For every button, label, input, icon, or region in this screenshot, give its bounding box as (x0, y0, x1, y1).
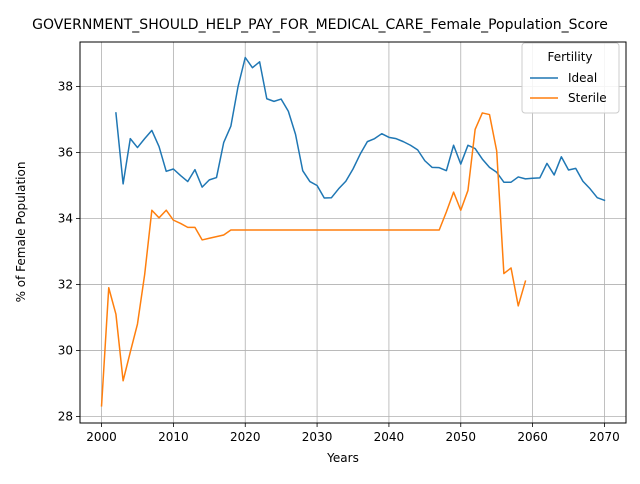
series-line-sterile (100, 112, 527, 407)
chart-title: GOVERNMENT_SHOULD_HELP_PAY_FOR_MEDICAL_C… (32, 17, 608, 33)
y-tick-label: 30 (58, 343, 73, 357)
legend-label-sterile: Sterile (568, 91, 607, 105)
series-line-ideal (115, 56, 606, 202)
y-tick-label: 28 (58, 409, 73, 423)
x-axis-label: Years (326, 451, 359, 465)
y-axis-label: % of Female Population (14, 162, 28, 303)
plot-frame (79, 41, 627, 424)
x-tick-label: 2040 (374, 430, 405, 444)
y-tick-label: 38 (58, 80, 73, 94)
legend-items: Ideal Sterile (530, 71, 607, 105)
legend: Fertility Ideal Sterile (521, 42, 620, 114)
y-tick-label: 34 (58, 211, 73, 225)
x-tick-label: 2020 (230, 430, 261, 444)
axis-ticks: 2000 2010 2020 2030 2040 2050 2060 2070 28 30 32 34… (58, 80, 620, 444)
y-tick-label: 32 (58, 277, 73, 291)
x-tick-label: 2060 (517, 430, 548, 444)
x-tick-label: 2050 (445, 430, 476, 444)
series-lines (100, 56, 606, 407)
legend-label-ideal: Ideal (568, 71, 597, 85)
legend-box (521, 42, 620, 114)
x-tick-label: 2030 (302, 430, 333, 444)
x-tick-label: 2070 (589, 430, 620, 444)
legend-title: Fertility (547, 50, 592, 64)
y-tick-label: 36 (58, 146, 73, 160)
x-tick-label: 2010 (158, 430, 189, 444)
x-tick-label: 2000 (86, 430, 117, 444)
